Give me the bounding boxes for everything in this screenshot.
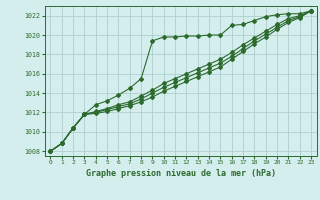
X-axis label: Graphe pression niveau de la mer (hPa): Graphe pression niveau de la mer (hPa) — [86, 169, 276, 178]
